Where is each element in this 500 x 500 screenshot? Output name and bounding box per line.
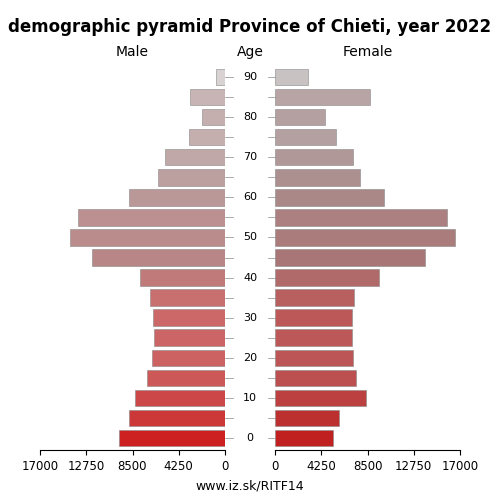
- Bar: [275, 149, 353, 166]
- Bar: [190, 89, 225, 106]
- Bar: [129, 189, 225, 206]
- Text: 30: 30: [243, 312, 257, 322]
- Bar: [275, 250, 425, 266]
- Bar: [189, 129, 225, 146]
- Bar: [146, 370, 225, 386]
- Text: 10: 10: [243, 393, 257, 403]
- Bar: [275, 229, 454, 246]
- Bar: [202, 109, 225, 126]
- Bar: [275, 270, 380, 286]
- Text: 20: 20: [243, 353, 257, 363]
- Bar: [140, 270, 225, 286]
- Bar: [275, 209, 447, 226]
- Bar: [92, 250, 225, 266]
- Text: 40: 40: [243, 272, 257, 282]
- Bar: [120, 430, 225, 446]
- Bar: [275, 350, 353, 366]
- Bar: [275, 330, 352, 346]
- Bar: [275, 189, 384, 206]
- Text: www.iz.sk/RITF14: www.iz.sk/RITF14: [196, 480, 304, 492]
- Bar: [152, 350, 225, 366]
- Bar: [275, 169, 360, 186]
- Bar: [275, 109, 325, 126]
- Text: 90: 90: [243, 72, 257, 82]
- Bar: [153, 310, 225, 326]
- Bar: [165, 149, 225, 166]
- Bar: [150, 290, 225, 306]
- Text: 50: 50: [243, 232, 257, 242]
- Text: demographic pyramid Province of Chieti, year 2022: demographic pyramid Province of Chieti, …: [8, 18, 492, 36]
- Bar: [158, 169, 225, 186]
- Text: 80: 80: [243, 112, 257, 122]
- Bar: [275, 410, 339, 426]
- Text: 70: 70: [243, 152, 257, 162]
- Bar: [216, 69, 225, 86]
- Bar: [275, 390, 366, 406]
- Bar: [275, 430, 332, 446]
- Text: 60: 60: [243, 192, 257, 202]
- Bar: [275, 89, 370, 106]
- Bar: [70, 229, 225, 246]
- Text: Male: Male: [116, 45, 149, 59]
- Bar: [275, 310, 352, 326]
- Bar: [78, 209, 225, 226]
- Bar: [275, 290, 354, 306]
- Text: Age: Age: [236, 45, 264, 59]
- Text: 0: 0: [246, 433, 254, 443]
- Bar: [275, 69, 308, 86]
- Bar: [129, 410, 225, 426]
- Bar: [275, 129, 336, 146]
- Bar: [134, 390, 225, 406]
- Bar: [154, 330, 225, 346]
- Text: Female: Female: [342, 45, 392, 59]
- Bar: [275, 370, 355, 386]
